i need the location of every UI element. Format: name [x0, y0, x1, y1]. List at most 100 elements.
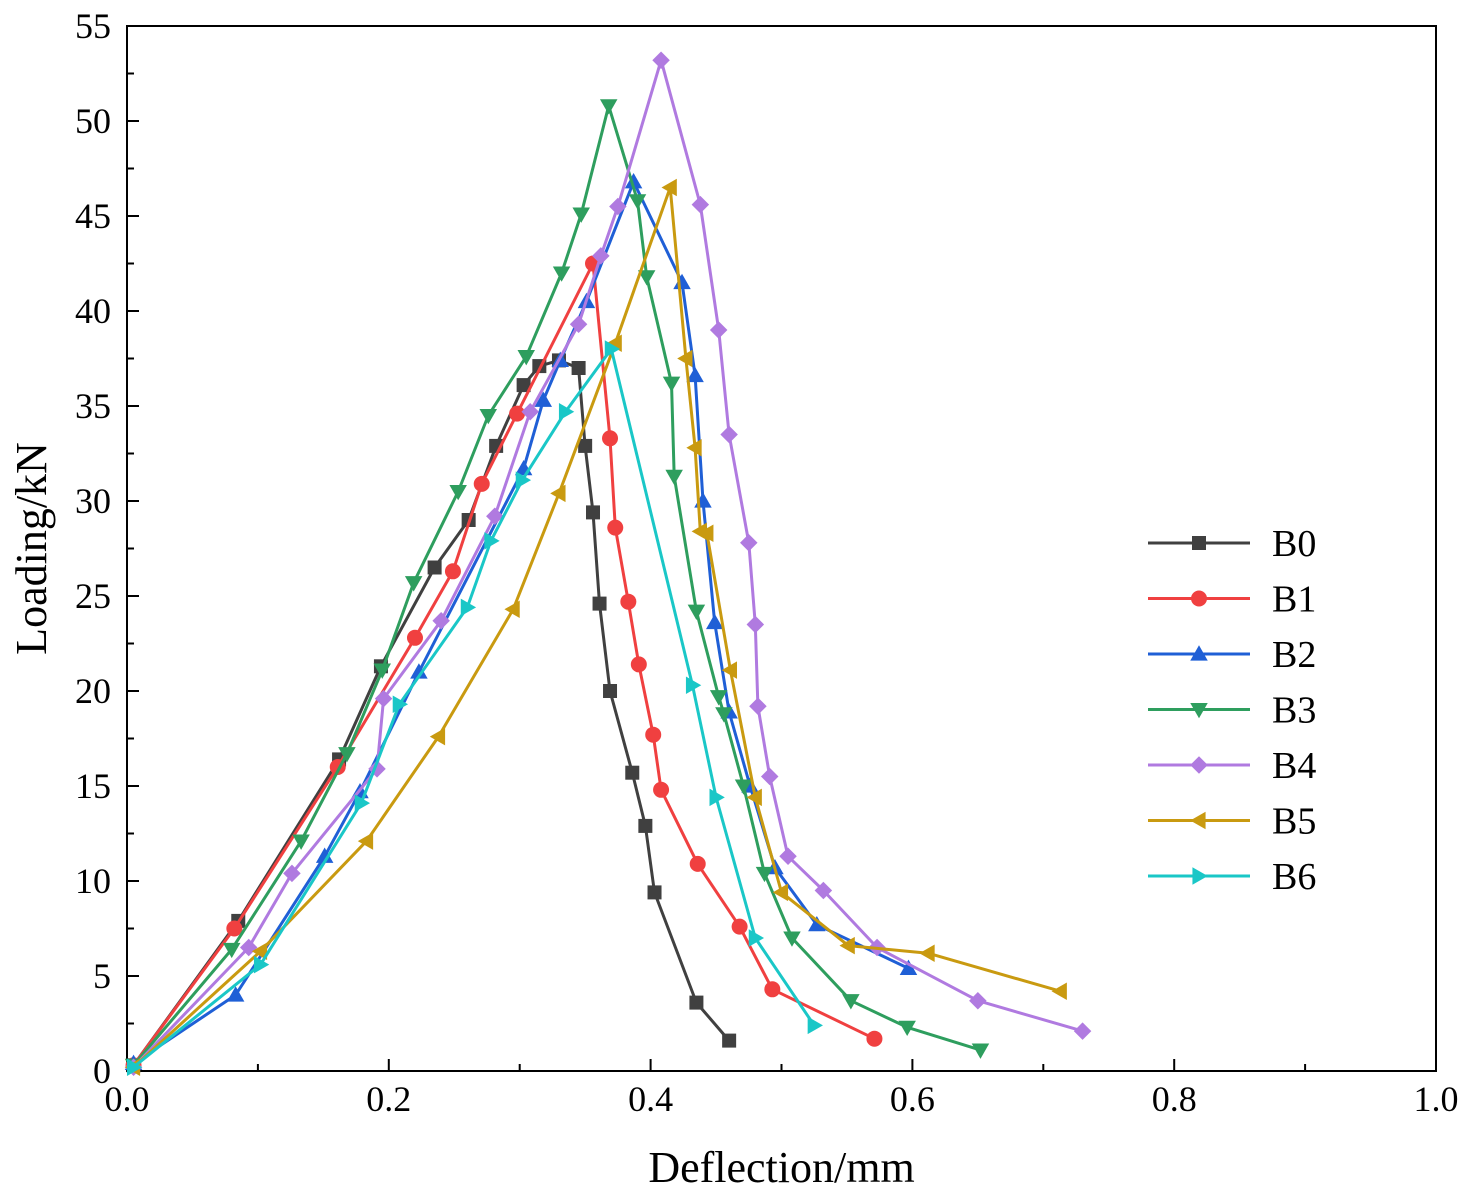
data-point-b5 [606, 334, 622, 353]
data-point-b2 [899, 959, 918, 975]
y-tick-label: 20 [75, 671, 111, 711]
y-tick-label: 25 [75, 576, 111, 616]
data-point-b6 [558, 402, 575, 421]
data-point-b3 [783, 931, 801, 947]
data-point-b5 [504, 600, 520, 619]
data-point-b6 [253, 955, 270, 974]
data-point-b3 [599, 99, 618, 115]
data-point-b5 [746, 788, 762, 807]
data-point-b0 [427, 560, 442, 575]
data-point-b0 [638, 818, 653, 833]
legend-marker-b3 [1190, 702, 1208, 719]
data-point-b2 [673, 273, 691, 290]
legend-item-b5: B5 [1148, 801, 1316, 843]
data-point-b5 [661, 178, 677, 197]
data-point-b6 [484, 532, 500, 550]
series-line-b1 [132, 262, 876, 1067]
x-tick-label: 0.0 [105, 1079, 150, 1119]
data-point-b4 [521, 402, 539, 421]
series-line-b4 [132, 58, 1084, 1069]
data-point-b0 [722, 1033, 737, 1048]
data-point-b3 [292, 834, 310, 850]
data-point-b4 [740, 534, 758, 552]
legend-item-b3: B3 [1148, 690, 1316, 732]
legend-label-b1: B1 [1272, 579, 1316, 621]
y-tick-label: 10 [75, 861, 111, 901]
series-line-b5 [132, 186, 1061, 1069]
data-point-b3 [734, 779, 753, 795]
series-b4 [124, 51, 1092, 1076]
legend-marker-b0 [1192, 536, 1206, 550]
legend-item-b1: B1 [1148, 579, 1316, 621]
data-point-b4 [432, 611, 450, 630]
data-point-b2 [226, 986, 245, 1002]
data-point-b0 [516, 378, 531, 393]
data-point-b3 [687, 604, 706, 620]
data-point-b0 [592, 596, 607, 611]
data-point-b1 [731, 918, 748, 935]
data-point-b3 [842, 994, 860, 1010]
data-point-b5 [550, 484, 566, 503]
x-tick-label: 1.0 [1414, 1079, 1459, 1119]
legend-label-b6: B6 [1272, 856, 1316, 898]
data-point-b4 [749, 697, 767, 715]
y-tick-label: 35 [75, 386, 111, 426]
data-point-b3 [338, 747, 356, 763]
data-point-b2 [534, 391, 553, 407]
plot-series [124, 51, 1092, 1076]
legend-marker-b6 [1192, 867, 1208, 885]
y-tick-label: 45 [75, 196, 111, 236]
data-point-b5 [357, 832, 374, 850]
series-b1 [125, 255, 883, 1074]
data-point-b1 [645, 726, 662, 743]
data-point-b0 [578, 438, 593, 453]
x-tick-label: 0.6 [890, 1079, 935, 1119]
data-point-b1 [764, 981, 781, 998]
data-point-b3 [662, 376, 681, 392]
data-point-b2 [624, 173, 643, 189]
data-point-b1 [653, 781, 670, 798]
data-point-b2 [315, 847, 334, 863]
data-point-b6 [604, 340, 621, 358]
data-point-b6 [354, 794, 371, 812]
data-point-b3 [373, 663, 392, 679]
data-point-b2 [808, 915, 826, 932]
data-point-b5 [721, 661, 738, 679]
legend-label-b2: B2 [1272, 634, 1316, 676]
y-tick-label: 50 [75, 101, 111, 141]
data-point-b3 [479, 408, 498, 425]
y-axis-title: Loading/kN [7, 442, 56, 655]
y-tick-label: 15 [75, 766, 111, 806]
x-tick-label: 0.4 [628, 1079, 673, 1119]
legend-label-b3: B3 [1272, 690, 1316, 732]
x-tick-label: 0.2 [366, 1079, 411, 1119]
legend-item-b0: B0 [1148, 523, 1316, 565]
data-point-b4 [779, 847, 797, 866]
data-point-b6 [807, 1016, 823, 1035]
y-tick-label: 5 [93, 956, 111, 996]
data-point-b3 [517, 350, 535, 366]
data-point-b3 [572, 207, 590, 223]
data-point-b1 [620, 593, 637, 610]
data-point-b4 [709, 321, 728, 339]
data-point-b6 [126, 1058, 143, 1076]
data-point-b1 [866, 1030, 883, 1047]
legend-item-b2: B2 [1148, 634, 1316, 676]
series-b5 [124, 178, 1067, 1076]
data-point-b4 [1073, 1022, 1092, 1040]
x-axis-title: Deflection/mm [648, 1143, 914, 1192]
data-point-b4 [652, 51, 670, 69]
data-point-b1 [602, 430, 619, 447]
data-point-b2 [686, 366, 704, 383]
data-point-b4 [969, 991, 987, 1010]
data-point-b6 [392, 695, 409, 714]
data-point-b3 [665, 469, 683, 486]
data-point-b6 [709, 788, 725, 807]
data-point-b5 [919, 944, 935, 962]
y-tick-label: 55 [75, 6, 111, 46]
data-point-b4 [283, 864, 301, 883]
y-tick-label: 0 [93, 1051, 111, 1091]
data-point-b3 [755, 866, 774, 883]
y-tick-label: 30 [75, 481, 111, 521]
data-point-b6 [515, 471, 532, 489]
